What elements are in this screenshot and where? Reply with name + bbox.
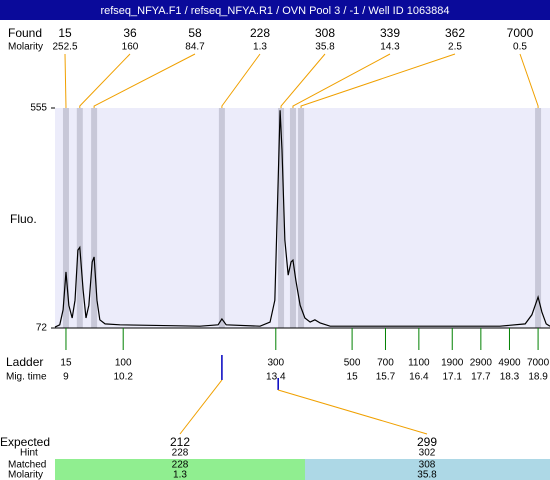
molarity-value: 35.8: [417, 470, 437, 480]
ladder-time: 18.3: [500, 372, 520, 383]
expected-value: 299: [417, 435, 437, 449]
y-tick-label: 72: [36, 323, 48, 334]
found-size: 308: [315, 26, 335, 40]
match-cell: [305, 459, 550, 480]
peak-band: [218, 108, 225, 328]
peak-band: [298, 108, 305, 328]
found-molarity: 0.5: [513, 42, 527, 53]
found-label: Found: [8, 26, 42, 40]
molarity-label: Molarity: [8, 42, 43, 53]
found-molarity: 160: [122, 42, 139, 53]
peak-band: [91, 108, 98, 328]
peak-band: [76, 108, 83, 328]
ladder-size: 7000: [527, 358, 550, 369]
ladder-size: 15: [60, 358, 72, 369]
ladder-time: 9: [63, 372, 69, 383]
ladder-time: 17.1: [443, 372, 463, 383]
connector: [278, 389, 428, 435]
connector: [79, 53, 131, 108]
ladder-time: 15: [347, 372, 359, 383]
found-size: 7000: [507, 26, 534, 40]
found-molarity: 2.5: [448, 42, 462, 53]
found-size: 362: [445, 26, 465, 40]
expected-label: Expected: [0, 435, 50, 449]
found-size: 58: [188, 26, 202, 40]
ladder-size: 1100: [408, 358, 430, 369]
trace-line: [54, 110, 550, 328]
ladder-size: 4900: [498, 358, 521, 369]
hint-value: 228: [172, 448, 189, 459]
ladder-size: 500: [344, 358, 361, 369]
ladder-time: 17.7: [471, 372, 491, 383]
expected-value: 212: [170, 435, 190, 449]
connector: [179, 379, 223, 435]
found-molarity: 1.3: [253, 42, 267, 53]
ladder-time: 18.9: [528, 372, 548, 383]
hint-label: Hint: [20, 448, 38, 459]
found-size: 15: [58, 26, 72, 40]
chart-title: refseq_NFYA.F1 / refseq_NFYA.R1 / OVN Po…: [100, 5, 449, 17]
y-axis-label: Fluo.: [10, 212, 37, 226]
found-size: 339: [380, 26, 400, 40]
connector: [93, 53, 196, 108]
found-molarity: 84.7: [185, 42, 205, 53]
connector: [280, 53, 326, 108]
matched-label: Matched: [8, 460, 46, 471]
connector: [519, 53, 539, 108]
match-cell: [55, 459, 305, 480]
connector: [64, 53, 67, 108]
peak-band: [289, 108, 296, 328]
found-size: 36: [123, 26, 137, 40]
ladder-time: 15.7: [376, 372, 396, 383]
found-size: 228: [250, 26, 270, 40]
ladder-size: 300: [267, 358, 284, 369]
table-molarity-label: Molarity: [8, 470, 43, 480]
ladder-time: 13.4: [266, 372, 286, 383]
hint-value: 302: [419, 448, 436, 459]
found-molarity: 14.3: [380, 42, 400, 53]
title-bar: [0, 0, 550, 20]
migtime-label: Mig. time: [6, 372, 47, 383]
found-molarity: 252.5: [52, 42, 77, 53]
peak-band: [62, 108, 69, 328]
ladder-label: Ladder: [6, 355, 43, 369]
peak-band: [535, 108, 542, 328]
ladder-size: 1900: [441, 358, 464, 369]
ladder-time: 16.4: [409, 372, 429, 383]
y-tick-label: 555: [30, 103, 47, 114]
ladder-size: 2900: [470, 358, 493, 369]
ladder-size: 100: [115, 358, 132, 369]
connector: [292, 53, 391, 108]
ladder-time: 10.2: [113, 372, 133, 383]
peak-band: [278, 108, 285, 328]
matched-value: 308: [419, 460, 436, 471]
found-molarity: 35.8: [315, 42, 335, 53]
matched-value: 228: [172, 460, 189, 471]
connector: [221, 53, 261, 108]
molarity-value: 1.3: [173, 470, 187, 480]
connector: [300, 53, 456, 108]
ladder-size: 700: [377, 358, 394, 369]
